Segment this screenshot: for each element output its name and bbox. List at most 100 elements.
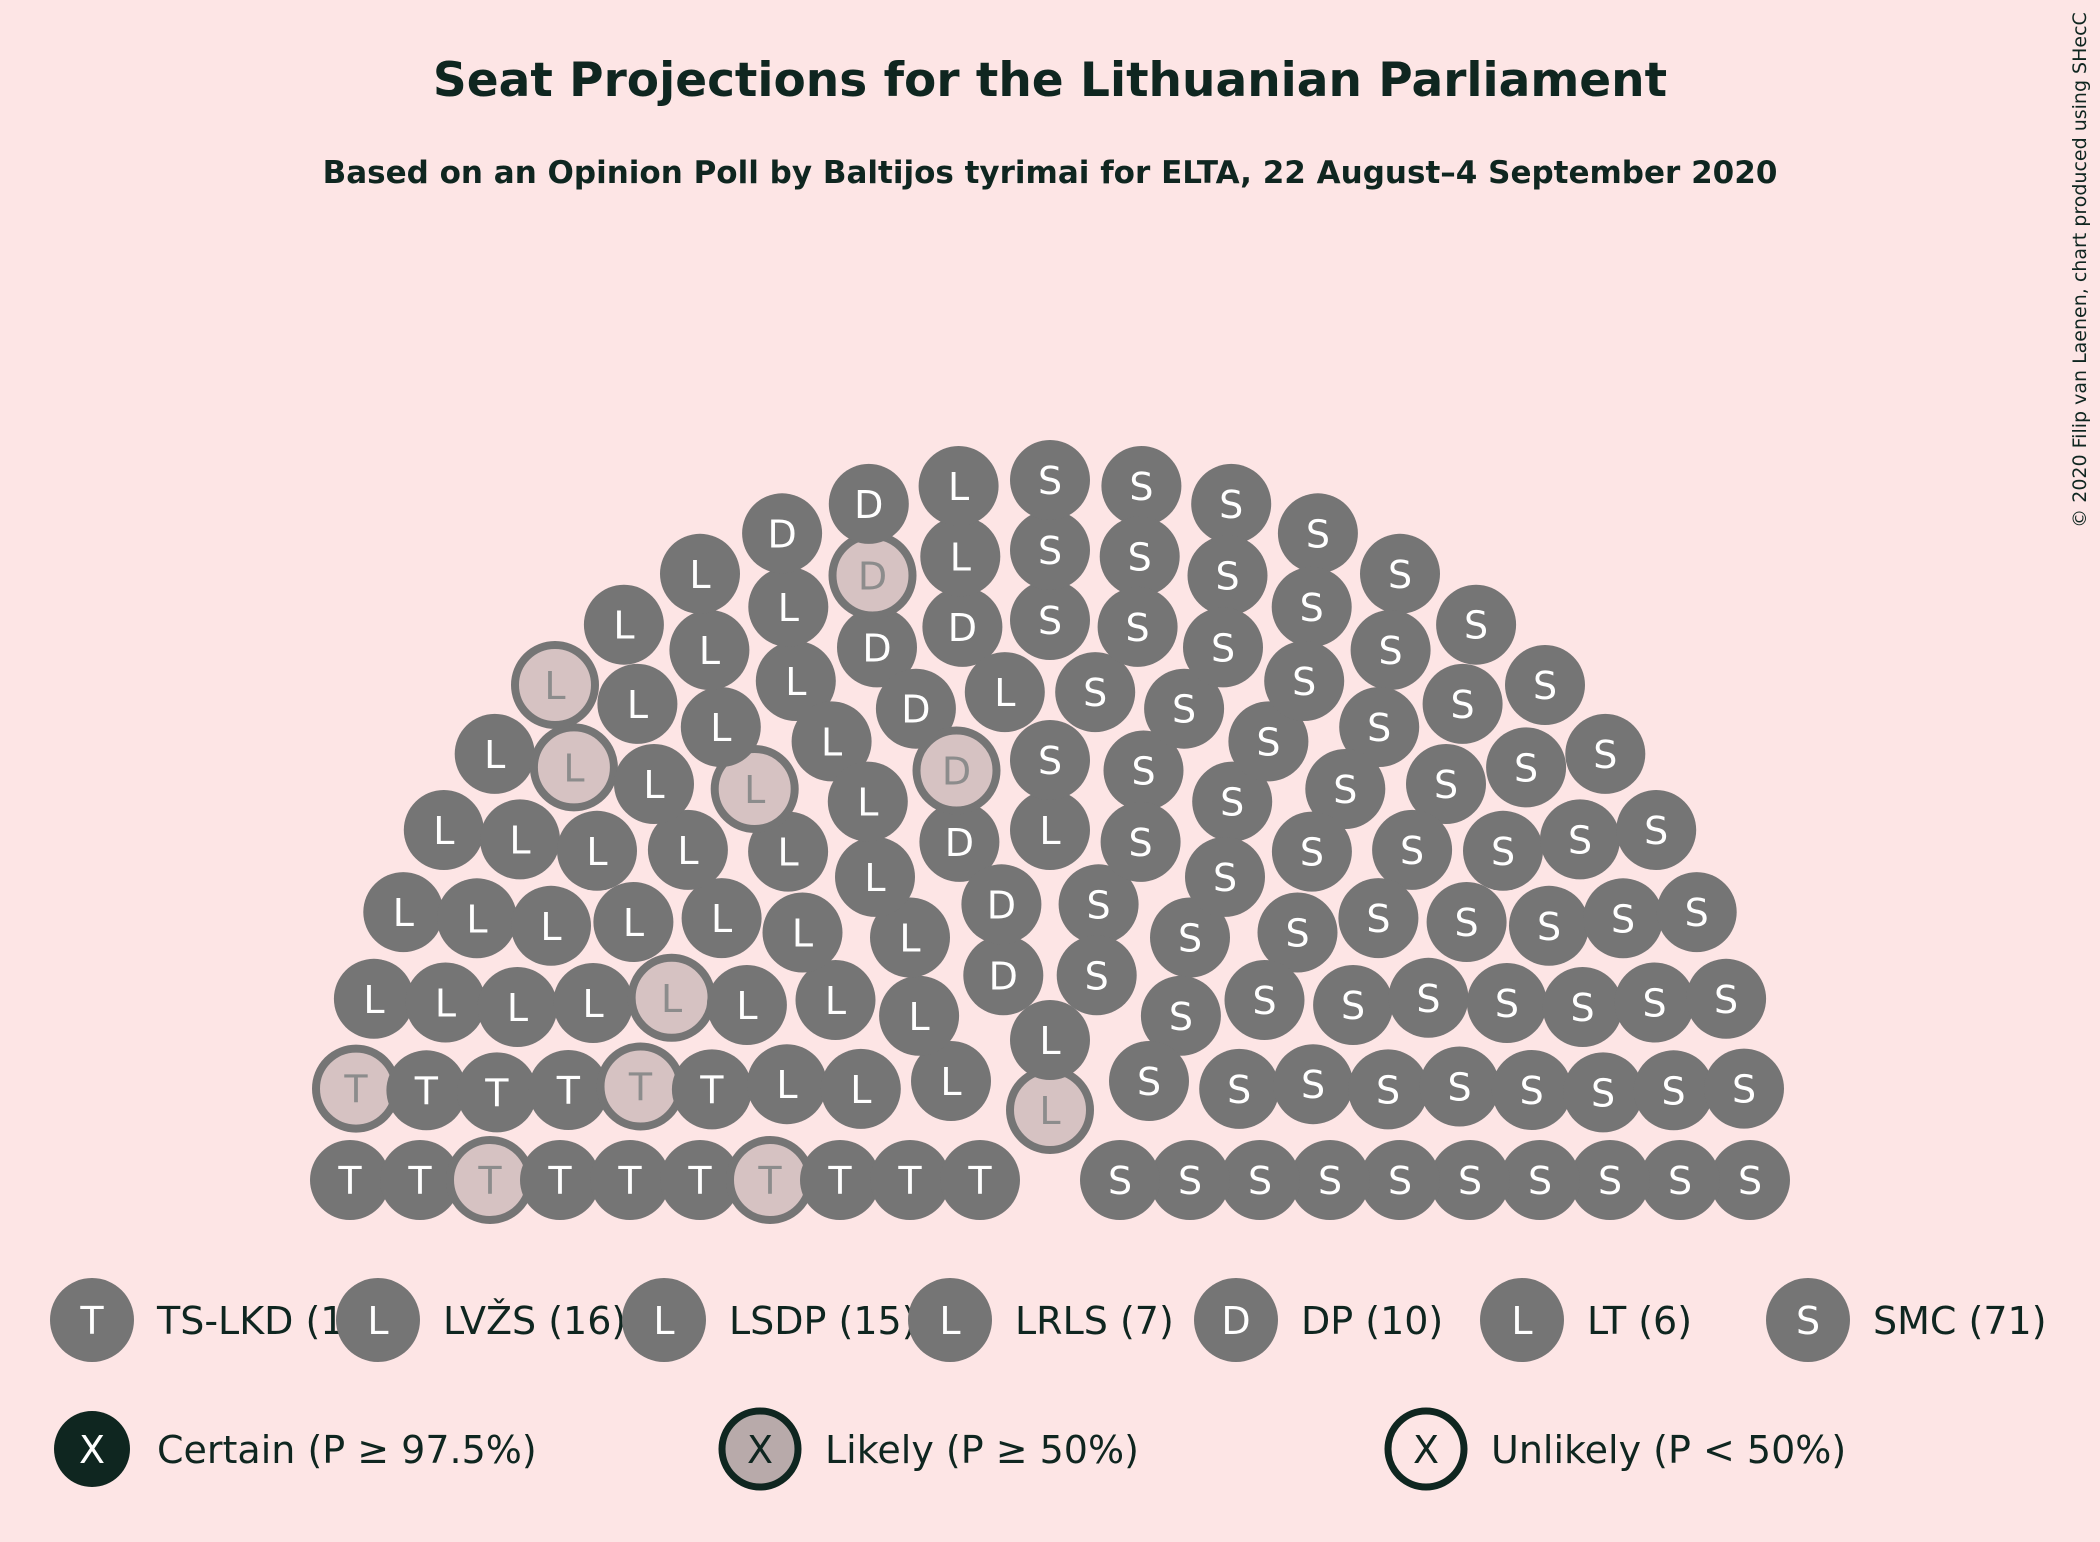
seat-lt-6-70: [1010, 790, 1090, 870]
seat-smc-71-90: [1228, 701, 1309, 782]
legend-smc-71-swatch: [1766, 1278, 1850, 1362]
seat-smc-71-72: [1010, 580, 1090, 660]
seat-smc-71-86-letter: S: [1211, 626, 1235, 670]
seat-smc-71-111: [1463, 810, 1543, 891]
seat-dp-10-61: [963, 935, 1044, 1016]
seat-lvzs-16-31: [557, 810, 637, 891]
seat-smc-71-115: [1616, 790, 1697, 870]
seat-smc-71-97-letter: S: [1333, 768, 1357, 812]
seat-ts-lkd-1-3-letter: T: [477, 1159, 502, 1203]
seat-smc-71-106: [1372, 809, 1453, 890]
seat-lvzs-16-17: [333, 958, 414, 1039]
copyright-note: © 2020 Filip van Laenen, chart produced …: [2069, 12, 2091, 528]
seat-smc-71-132: [1710, 1140, 1790, 1220]
seat-lrls-7-52-letter: L: [821, 720, 842, 764]
seat-lsdp-15-41: [597, 663, 678, 744]
seat-lsdp-15-33-letter: L: [711, 897, 732, 941]
seat-smc-71-93: [1185, 836, 1265, 917]
seat-lt-6-68-letter: L: [1039, 1089, 1060, 1133]
seat-smc-71-89: [1192, 761, 1273, 842]
seat-lrls-7-49: [835, 836, 915, 917]
seat-ts-lkd-1-15-letter: T: [628, 1066, 653, 1110]
seat-dp-10-55: [742, 493, 823, 574]
seat-smc-71-132-letter: S: [1738, 1159, 1762, 1203]
seat-smc-71-72-letter: S: [1038, 599, 1062, 643]
seat-dp-10-58: [875, 668, 956, 749]
seat-dp-10-63: [961, 864, 1042, 945]
seat-smc-71-138: [1290, 1140, 1370, 1220]
seat-lsdp-15-46: [680, 687, 761, 767]
seat-ts-lkd-1-2: [380, 1140, 460, 1220]
seat-smc-71-113-letter: S: [1455, 901, 1479, 945]
seat-ts-lkd-1-9-letter: T: [897, 1159, 922, 1203]
seat-lsdp-15-35: [529, 723, 618, 812]
seat-lvzs-16-30-letter: L: [509, 818, 530, 862]
seat-lvzs-16-23: [436, 878, 517, 959]
seat-lsdp-15-39-letter: L: [643, 763, 664, 807]
seat-smc-71-71-letter: S: [1038, 739, 1062, 783]
seat-smc-71-124: [1614, 962, 1695, 1043]
seat-dp-10-59-letter: D: [945, 821, 974, 865]
seat-smc-71-127: [1419, 1046, 1500, 1127]
seat-smc-71-85-letter: S: [1215, 555, 1239, 599]
seat-smc-71-102: [1109, 1041, 1189, 1121]
seat-smc-71-108: [1224, 960, 1305, 1040]
seat-smc-71-109: [1338, 878, 1419, 959]
seat-lrls-7-51: [755, 641, 836, 721]
seat-smc-71-117: [1199, 1048, 1280, 1129]
seat-lsdp-15-45: [710, 745, 799, 833]
seat-lsdp-15-39: [614, 744, 694, 824]
seat-smc-71-140: [1150, 1140, 1230, 1220]
seat-smc-71-110: [1565, 713, 1646, 794]
seat-smc-71-119-letter: S: [1611, 897, 1635, 941]
seat-smc-71-83-letter: S: [1219, 483, 1243, 527]
seat-smc-71-93-letter: S: [1213, 856, 1237, 900]
legend-likely-swatch: [718, 1407, 802, 1491]
seat-smc-71-131-letter: S: [1732, 1068, 1756, 1112]
seat-lsdp-15-34-letter: L: [825, 979, 846, 1023]
seat-ts-lkd-1-13-letter: T: [484, 1071, 509, 1115]
seat-lsdp-15-38-letter: L: [792, 912, 813, 956]
seat-smc-71-118: [1388, 957, 1469, 1038]
seat-dp-10-61-letter: D: [989, 954, 1018, 998]
seat-smc-71-139-letter: S: [1248, 1159, 1272, 1203]
legend-unlikely-swatch: [1384, 1407, 1468, 1491]
seat-dp-10-64: [922, 586, 1003, 667]
seat-smc-71-79-letter: S: [1087, 883, 1111, 927]
seat-smc-71-71: [1010, 720, 1090, 800]
seat-smc-71-119: [1583, 878, 1664, 959]
seat-lsdp-15-40: [511, 641, 599, 729]
seat-lt-6-66-letter: L: [948, 465, 969, 509]
seat-smc-71-133: [1640, 1140, 1720, 1220]
seat-smc-71-123: [1542, 967, 1623, 1047]
seat-ts-lkd-1-14: [528, 1050, 609, 1130]
seat-ts-lkd-1-4: [520, 1140, 600, 1220]
seat-smc-71-135: [1500, 1140, 1580, 1220]
legend-lsdp-15-swatch: [622, 1278, 706, 1362]
seat-lsdp-15-38: [762, 892, 843, 973]
seat-smc-71-120: [1656, 872, 1737, 953]
seat-dp-10-62-letter: D: [942, 750, 971, 794]
seat-lvzs-16-28-letter: L: [433, 809, 454, 853]
seat-lrls-7-54-letter: L: [778, 586, 799, 630]
seat-lrls-7-54: [748, 566, 829, 647]
seat-smc-71-101: [1422, 663, 1503, 744]
seat-smc-71-130: [1633, 1050, 1714, 1131]
seat-smc-71-137: [1360, 1140, 1440, 1220]
seat-smc-71-106-letter: S: [1400, 829, 1424, 873]
seat-ts-lkd-1-5: [590, 1140, 670, 1220]
seat-lsdp-15-35-letter: L: [563, 746, 584, 790]
seat-smc-71-92-letter: S: [1178, 917, 1202, 961]
legend-dp-10-letter: D: [1221, 1299, 1250, 1343]
seat-smc-71-99: [1140, 975, 1221, 1056]
seat-smc-71-88-letter: S: [1300, 586, 1324, 630]
seat-lvzs-16-21: [553, 963, 634, 1043]
seat-lvzs-16-18: [405, 962, 486, 1043]
legend-certain-swatch: [54, 1411, 130, 1487]
seat-smc-71-84-letter: S: [1172, 688, 1196, 732]
seat-smc-71-141-letter: S: [1108, 1159, 1132, 1203]
seat-lvzs-16-19: [477, 967, 558, 1047]
seat-smc-71-90-letter: S: [1256, 720, 1280, 764]
seat-smc-71-116: [1509, 885, 1589, 966]
legend-lrls-7-letter: L: [939, 1299, 960, 1343]
